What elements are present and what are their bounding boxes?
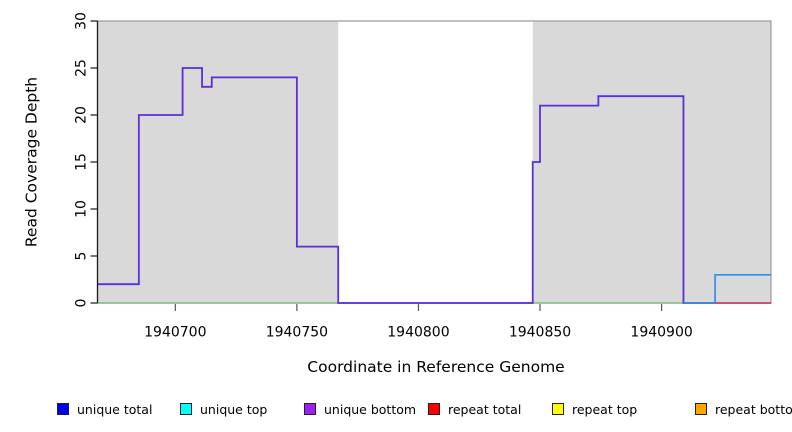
x-tick-label: 1940850 [509, 325, 571, 341]
legend-label: unique top [200, 401, 268, 417]
legend-label: unique bottom [324, 401, 417, 417]
y-tick-label: 15 [73, 153, 89, 171]
y-tick-label: 10 [73, 200, 89, 218]
legend-item-repeat-top: repeat top [552, 398, 637, 420]
legend-label: repeat total [448, 401, 522, 417]
x-axis-title: Coordinate in Reference Genome [307, 358, 564, 376]
x-tick-label: 1940750 [266, 325, 328, 341]
legend-label: repeat bottom [715, 401, 792, 417]
repeat-region-shading [97, 21, 339, 303]
unique-top-coverage-line [683, 273, 771, 304]
legend-label: unique total [77, 401, 153, 417]
legend-item-unique-bottom: unique bottom [304, 398, 416, 420]
legend: unique total unique top unique bottom repea… [0, 398, 792, 422]
coverage-chart: 0 5 10 15 20 25 30 1940700 1940750 1940800 1940850… [22, 12, 772, 376]
legend-swatch-icon [428, 403, 440, 415]
legend-item-unique-total: unique total [57, 398, 152, 420]
legend-item-repeat-total: repeat total [428, 398, 521, 420]
x-tick-label: 1940700 [144, 325, 206, 341]
legend-label: repeat top [572, 401, 638, 417]
repeat-region-shading [532, 21, 771, 303]
legend-swatch-icon [304, 403, 316, 415]
y-axis-title: Read Coverage Depth [22, 77, 40, 247]
unique-coverage-line [97, 67, 771, 304]
legend-item-unique-top: unique top [180, 398, 267, 420]
legend-swatch-icon [695, 403, 707, 415]
x-tick-label: 1940900 [630, 325, 692, 341]
legend-item-repeat-bottom: repeat bottom [695, 398, 792, 420]
legend-swatch-icon [180, 403, 192, 415]
legend-swatch-icon [57, 403, 69, 415]
y-tick-label: 0 [73, 299, 89, 308]
y-tick-label: 25 [73, 59, 89, 77]
y-tick-label: 5 [73, 252, 89, 261]
y-tick-label: 30 [73, 12, 89, 30]
y-tick-label: 20 [73, 106, 89, 124]
x-tick-label: 1940800 [387, 325, 449, 341]
legend-swatch-icon [552, 403, 564, 415]
